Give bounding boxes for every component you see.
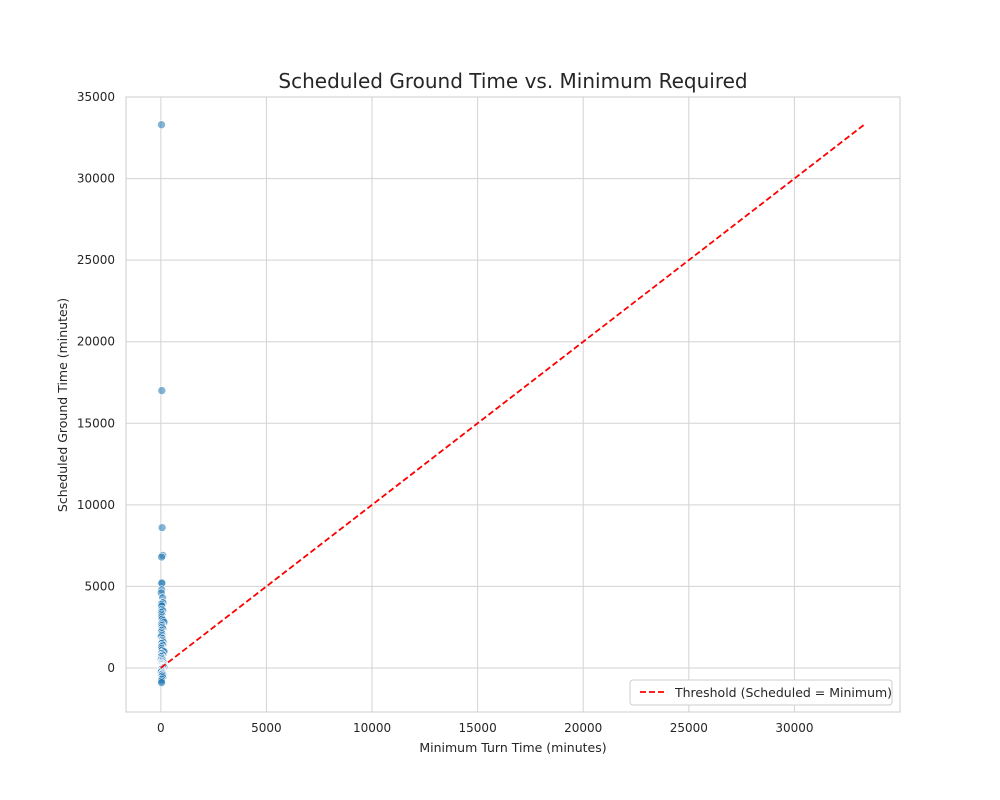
chart-title: Scheduled Ground Time vs. Minimum Requir…	[278, 69, 747, 93]
data-point	[157, 386, 167, 395]
x-tick-label: 0	[157, 721, 165, 735]
data-point	[157, 120, 166, 130]
legend-box	[629, 679, 893, 706]
x-tick-label: 10000	[353, 721, 391, 735]
plot-area-frame	[125, 96, 901, 713]
y-tick-label: 0	[107, 661, 115, 675]
data-point	[157, 552, 166, 562]
legend: Threshold (Scheduled = Minimum)	[629, 679, 893, 706]
y-axis-label: Scheduled Ground Time (minutes)	[55, 298, 70, 512]
x-tick-labels: 0 5000 10000 15000 20000 25000 30000	[157, 721, 813, 735]
data-point	[157, 678, 166, 687]
y-tick-label: 30000	[77, 172, 115, 186]
y-tick-label: 20000	[77, 335, 115, 349]
y-tick-labels: 0 5000 10000 15000 20000 25000 30000 35000	[77, 90, 115, 675]
x-tick-label: 5000	[251, 721, 282, 735]
data-point	[157, 523, 167, 532]
threshold-line-layer	[160, 124, 865, 669]
y-tick-label: 15000	[77, 416, 115, 430]
y-tick-label: 5000	[84, 579, 115, 593]
x-axis-label: Minimum Turn Time (minutes)	[419, 740, 606, 755]
y-tick-label: 10000	[77, 498, 115, 512]
threshold-line	[160, 124, 865, 669]
y-tick-label: 25000	[77, 253, 115, 267]
x-tick-label: 20000	[564, 721, 602, 735]
y-tick-label: 35000	[77, 90, 115, 104]
legend-label: Threshold (Scheduled = Minimum)	[674, 685, 892, 700]
x-tick-label: 30000	[775, 721, 813, 735]
x-tick-label: 15000	[459, 721, 497, 735]
x-tick-label: 25000	[670, 721, 708, 735]
